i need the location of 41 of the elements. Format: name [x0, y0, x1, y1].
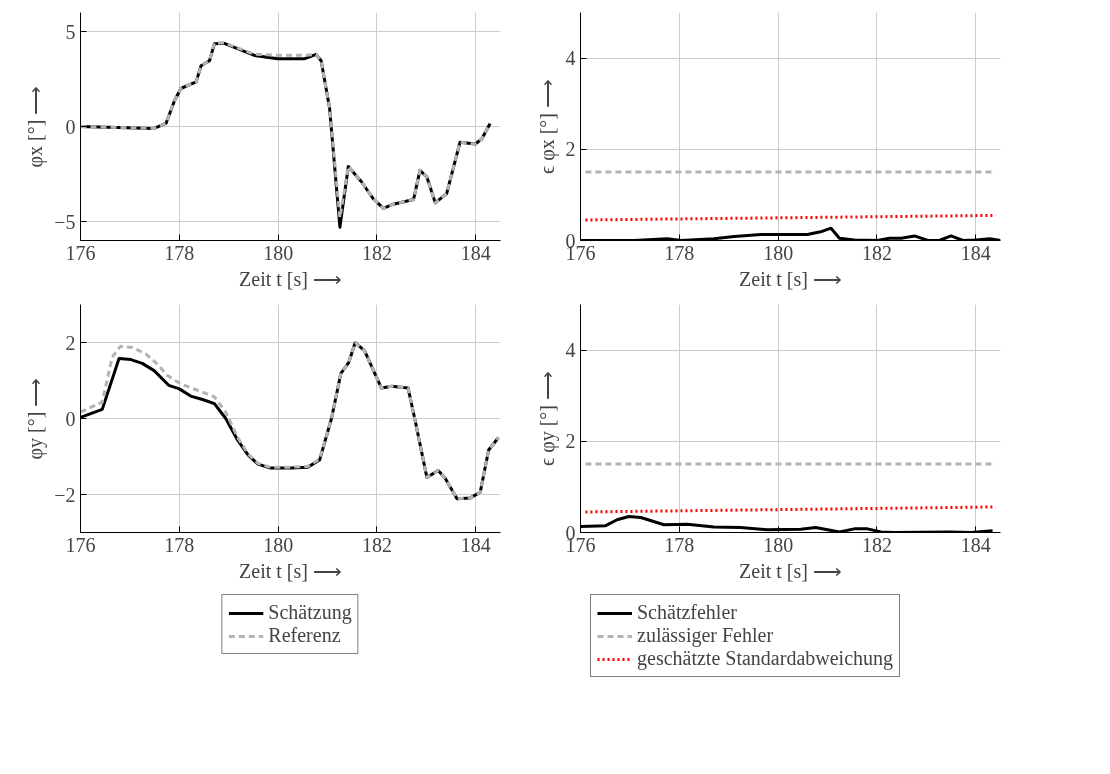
x-tick-label: 176: [65, 241, 96, 264]
x-tick-label: 182: [361, 241, 392, 264]
y-axis-title: ϵ φx [°] ⟶: [535, 79, 559, 174]
x-tick-label: 180: [763, 241, 794, 264]
y-tick-label: 2: [565, 430, 576, 453]
x-tick-label: 178: [164, 241, 195, 264]
y-axis-title: ϵ φy [°] ⟶: [535, 371, 559, 466]
x-tick-label: 180: [763, 533, 794, 556]
y-tick-label: 2: [565, 138, 576, 161]
y-axis-title: φy [°] ⟶: [24, 377, 48, 460]
x-tick-label: 182: [861, 241, 892, 264]
x-tick-label: 184: [960, 533, 991, 556]
x-axis-title: Zeit t [s] ⟶: [239, 267, 342, 290]
x-tick-label: 184: [960, 241, 991, 264]
y-tick-label: 2: [65, 331, 76, 354]
x-tick-label: 178: [664, 241, 695, 264]
legend-label: Schätzung: [268, 601, 352, 624]
y-tick-label: 0: [65, 407, 76, 430]
x-tick-label: 176: [65, 533, 96, 556]
x-tick-label: 178: [164, 533, 195, 556]
legend-label: zulässiger Fehler: [637, 624, 774, 647]
x-tick-label: 182: [861, 533, 892, 556]
y-tick-label: −5: [54, 210, 76, 233]
y-tick-label: −2: [54, 483, 76, 506]
legend-label: geschätzte Standardabweichung: [637, 647, 894, 670]
x-tick-label: 178: [664, 533, 695, 556]
x-tick-label: 180: [263, 533, 294, 556]
y-tick-label: 4: [565, 339, 576, 362]
y-tick-label: 4: [565, 47, 576, 70]
x-axis-title: Zeit t [s] ⟶: [739, 267, 842, 290]
legend-label: Schätzfehler: [637, 601, 737, 624]
x-axis-title: Zeit t [s] ⟶: [739, 559, 842, 582]
y-tick-label: 5: [65, 20, 76, 43]
legend-label: Referenz: [268, 624, 341, 647]
y-tick-label: 0: [65, 115, 76, 138]
x-tick-label: 184: [460, 533, 491, 556]
y-axis-title: φx [°] ⟶: [24, 85, 48, 168]
x-tick-label: 180: [263, 241, 294, 264]
x-tick-label: 184: [460, 241, 491, 264]
x-tick-label: 182: [361, 533, 392, 556]
x-axis-title: Zeit t [s] ⟶: [239, 559, 342, 582]
